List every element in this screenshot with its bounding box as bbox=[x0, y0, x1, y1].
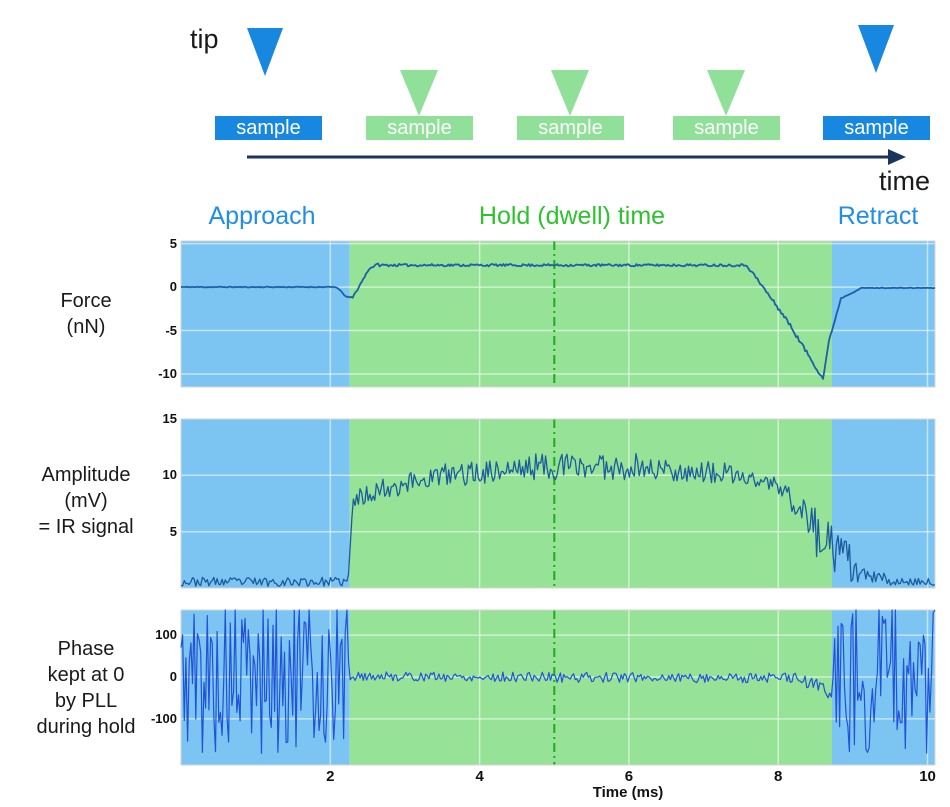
tip-triangle-blue-retract bbox=[858, 25, 894, 73]
phase-ytick-label: 100 bbox=[155, 627, 177, 643]
amplitude-axis-title-line: (mV) bbox=[64, 490, 108, 512]
force-axis-title-line: (nN) bbox=[66, 316, 106, 338]
phase-panel-border bbox=[180, 609, 936, 766]
force-panel-border bbox=[180, 240, 936, 388]
tip-triangle-green-1 bbox=[400, 70, 438, 116]
force-ytick-label: -5 bbox=[165, 322, 177, 338]
sample-box: sample bbox=[673, 116, 780, 140]
time-xtick-label: 6 bbox=[624, 768, 634, 785]
force-approach-region bbox=[181, 241, 350, 387]
time-xtick-label: 10 bbox=[919, 768, 936, 785]
amplitude-ytick-label: 5 bbox=[169, 523, 177, 539]
amplitude-hold-region bbox=[349, 419, 832, 588]
force-retract-region bbox=[832, 241, 935, 387]
time-xtick-label: 4 bbox=[475, 768, 484, 785]
force-axis-title-line: Force bbox=[60, 290, 112, 312]
amplitude-axis-title: Amplitude (mV) = IR signal bbox=[0, 462, 172, 540]
phase-axis-title-line: during hold bbox=[36, 716, 136, 738]
tip-triangle-green-3 bbox=[707, 70, 745, 116]
force-ytick-label: -10 bbox=[158, 365, 177, 381]
phase-ytick-label: -100 bbox=[150, 710, 177, 726]
phase-axis-title-line: Phase bbox=[57, 638, 115, 660]
sample-box: sample bbox=[215, 116, 322, 140]
sample-box: sample bbox=[823, 116, 930, 140]
phase-axis-title: Phase kept at 0 by PLL during hold bbox=[0, 636, 172, 740]
amplitude-series-line bbox=[180, 452, 936, 587]
force-axis-title: Force (nN) bbox=[0, 288, 172, 340]
force-ytick-label: 0 bbox=[169, 279, 177, 295]
phase-axis-title-line: by PLL bbox=[54, 690, 118, 712]
approach-label: Approach bbox=[208, 202, 316, 230]
time-xtick-label: 2 bbox=[326, 768, 335, 785]
phase-ytick-label: 0 bbox=[169, 669, 177, 685]
amplitude-retract-region bbox=[832, 419, 935, 588]
amplitude-axis-title-line: = IR signal bbox=[38, 516, 134, 538]
amplitude-panel-border bbox=[180, 418, 936, 589]
tip-triangle-blue-approach bbox=[247, 28, 283, 76]
sample-box: sample bbox=[517, 116, 624, 140]
amplitude-approach-region bbox=[181, 419, 350, 588]
force-series-line bbox=[181, 262, 936, 380]
time-xtick-label: 8 bbox=[774, 768, 783, 785]
phase-series-line bbox=[180, 609, 936, 754]
retract-label: Retract bbox=[837, 202, 919, 230]
force-ytick-label: 5 bbox=[169, 235, 177, 251]
x-axis-label: Time (ms) bbox=[592, 784, 664, 801]
tip-label: tip bbox=[190, 24, 219, 54]
amplitude-ytick-label: 10 bbox=[162, 467, 177, 483]
tip-triangle-green-2 bbox=[551, 70, 589, 116]
time-axis-label: time bbox=[878, 166, 930, 196]
phase-axis-title-line: kept at 0 bbox=[47, 664, 125, 686]
sample-box: sample bbox=[366, 116, 473, 140]
hold-dwell-label: Hold (dwell) time bbox=[478, 202, 666, 230]
time-arrow-head bbox=[888, 149, 906, 165]
amplitude-axis-title-line: Amplitude bbox=[41, 464, 131, 486]
amplitude-ytick-label: 15 bbox=[162, 411, 177, 426]
